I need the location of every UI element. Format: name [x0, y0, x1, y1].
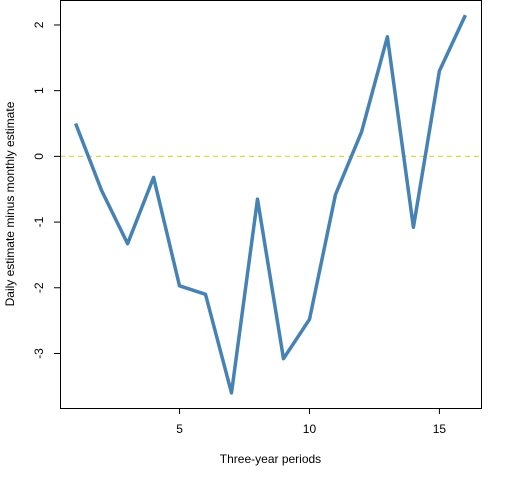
x-axis-title: Three-year periods — [220, 452, 321, 466]
y-tick-label: -1 — [32, 216, 46, 227]
x-tick-label: 5 — [176, 422, 183, 436]
y-tick-label: -2 — [32, 282, 46, 293]
y-axis-title: Daily estimate minus monthly estimate — [3, 101, 17, 306]
y-tick-label: -3 — [32, 348, 46, 359]
y-axis: -3 -2 -1 0 1 2 — [32, 21, 60, 359]
x-tick-label: 15 — [433, 422, 447, 436]
series-line — [73, 14, 467, 395]
x-tick-label: 10 — [303, 422, 317, 436]
y-tick-label: 0 — [32, 153, 46, 160]
plot-frame — [60, 0, 482, 409]
y-tick-label: 2 — [32, 21, 46, 28]
x-axis: 5 10 15 — [176, 408, 446, 436]
y-tick-label: 1 — [32, 87, 46, 94]
